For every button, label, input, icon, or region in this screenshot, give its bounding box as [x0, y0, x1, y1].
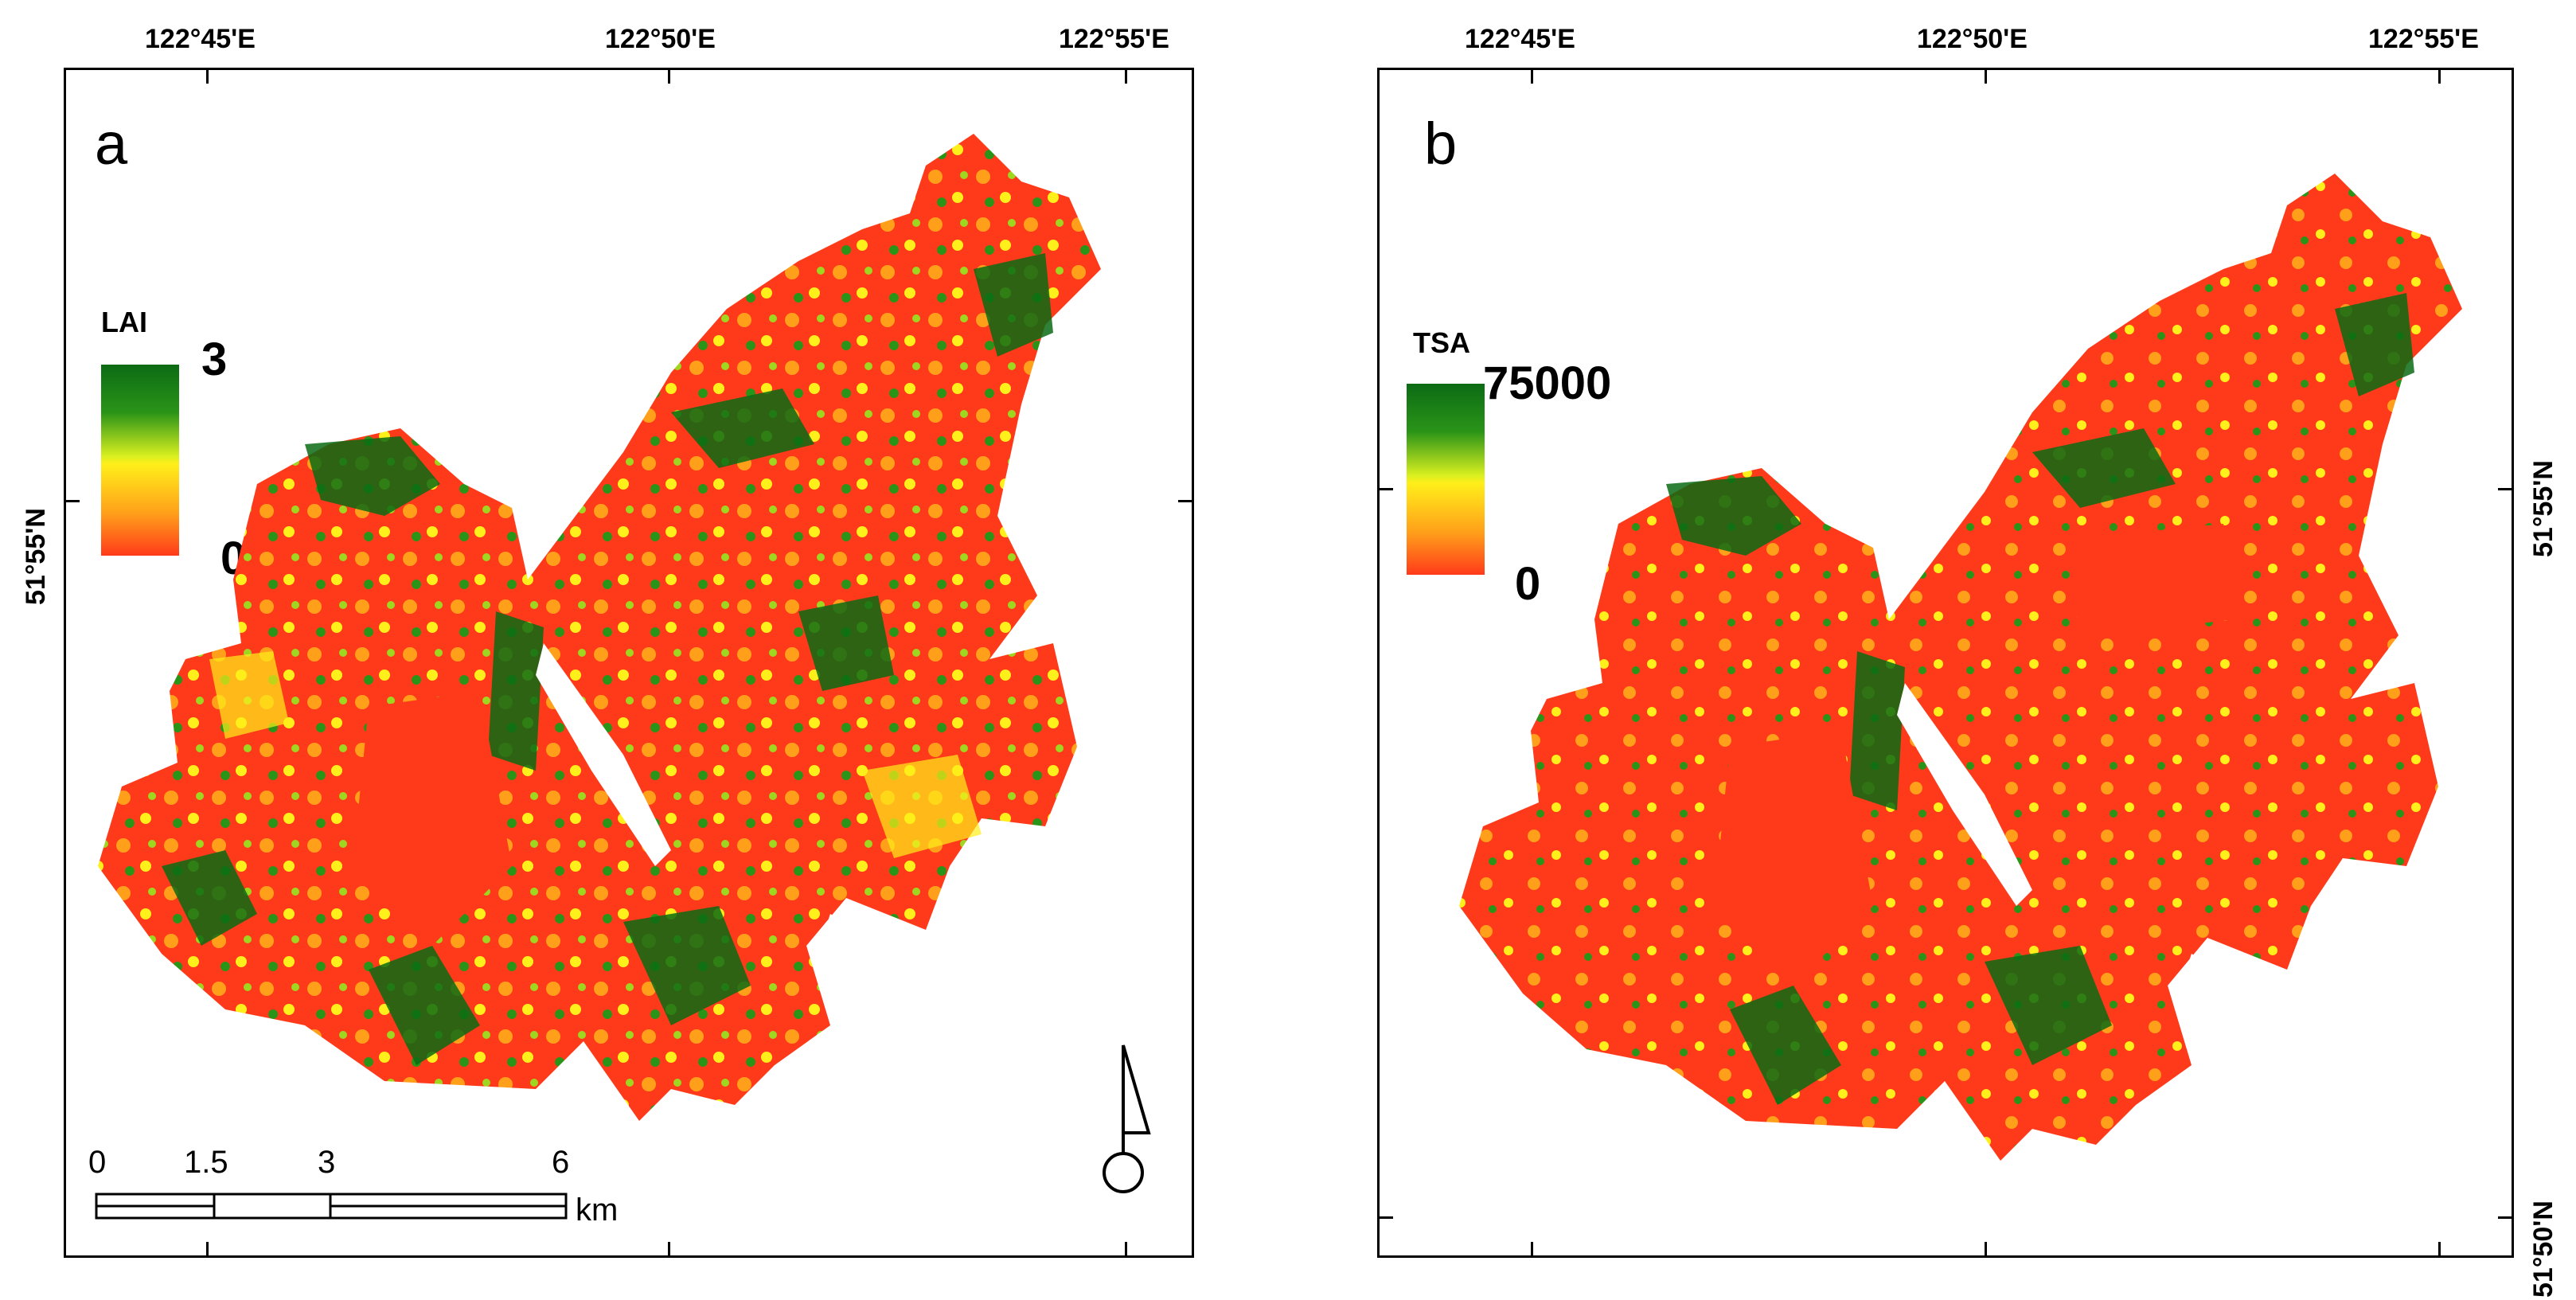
tsa-raster-map — [1459, 174, 2462, 1161]
lon-label-b-1: 122°45'E — [1465, 24, 1575, 54]
legend-max-b: 75000 — [1483, 357, 1612, 409]
lon-label-a-1: 122°45'E — [145, 24, 256, 54]
scale-bar — [95, 1193, 568, 1220]
legend-min-b: 0 — [1515, 558, 1541, 610]
panel-letter-a: a — [95, 111, 128, 177]
lon-label-a-3: 122°55'E — [1059, 24, 1169, 54]
lai-raster-map — [98, 134, 1101, 1121]
scale-label-0: 0 — [88, 1145, 107, 1180]
lon-label-a-2: 122°50'E — [605, 24, 716, 54]
scale-label-6: 6 — [552, 1145, 570, 1180]
lat-label-a-1: 51°55'N — [21, 508, 51, 605]
map-panel-b: b TSA 75000 0 — [1377, 68, 2514, 1258]
legend-title-lai: LAI — [101, 306, 147, 338]
legend-color-ramp-b — [1407, 384, 1485, 575]
lat-label-b-2: 51°50'N — [2528, 1200, 2558, 1298]
north-arrow-icon — [1103, 1044, 1151, 1193]
lat-label-b-1: 51°55'N — [2528, 460, 2558, 557]
map-panel-a: a LAI 3 0 — [64, 68, 1194, 1258]
scale-label-1-5: 1.5 — [184, 1145, 228, 1180]
legend-max-a: 3 — [201, 334, 228, 385]
lon-label-b-3: 122°55'E — [2368, 24, 2479, 54]
scale-label-3: 3 — [318, 1145, 336, 1180]
lon-label-b-2: 122°50'E — [1917, 24, 2028, 54]
panel-letter-b: b — [1424, 111, 1458, 177]
scale-unit: km — [576, 1193, 619, 1228]
legend-title-tsa: TSA — [1413, 326, 1470, 359]
legend-color-ramp-a — [101, 365, 179, 556]
